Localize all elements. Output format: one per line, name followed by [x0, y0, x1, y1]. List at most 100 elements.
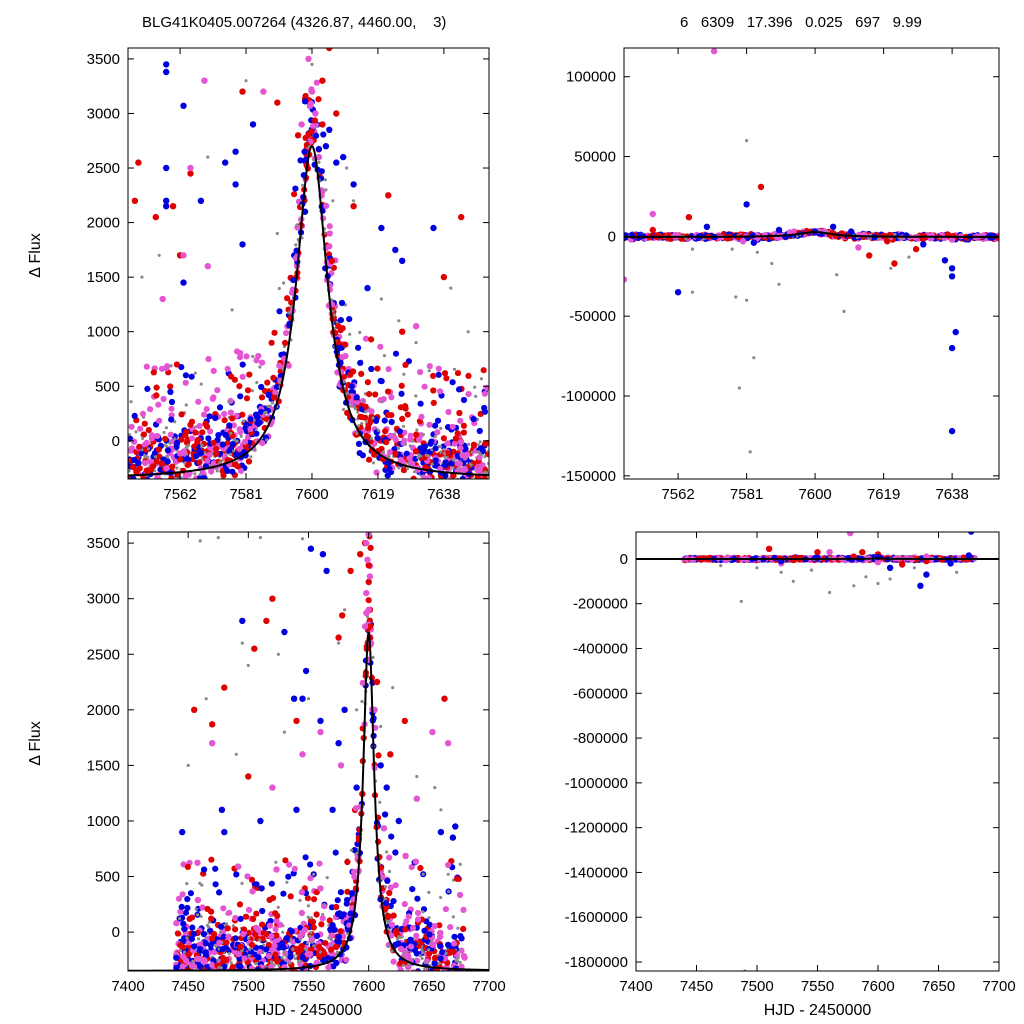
- scatter-point: [262, 411, 266, 415]
- scatter-point: [328, 972, 334, 978]
- scatter-point: [307, 875, 314, 882]
- data-point-gray: [888, 577, 892, 581]
- scatter-point: [263, 946, 270, 953]
- scatter-point: [430, 971, 433, 974]
- scatter-point: [363, 432, 370, 440]
- scatter-point: [457, 891, 464, 899]
- scatter-point: [167, 388, 174, 396]
- data-point-red: [251, 645, 258, 652]
- scatter-point: [182, 950, 187, 954]
- scatter-point: [384, 877, 391, 885]
- data-point-pink: [366, 573, 374, 580]
- scatter-point: [198, 881, 202, 885]
- scatter-point: [222, 944, 229, 951]
- scatter-point: [406, 455, 413, 462]
- scatter-point: [157, 466, 164, 473]
- scatter-point: [177, 456, 184, 463]
- scatter-point: [130, 463, 137, 471]
- data-point-blue: [239, 617, 246, 625]
- scatter-point: [178, 411, 185, 418]
- scatter-point: [283, 935, 290, 942]
- scatter-point: [409, 460, 416, 467]
- scatter-point: [306, 915, 310, 919]
- scatter-point: [437, 388, 444, 395]
- data-point-blue: [848, 228, 855, 235]
- scatter-point: [437, 929, 444, 937]
- data-point-blue: [281, 628, 288, 636]
- scatter-point: [313, 79, 320, 86]
- scatter-point: [273, 932, 280, 939]
- scatter-point: [403, 918, 410, 925]
- scatter-point: [144, 479, 150, 485]
- scatter-point: [322, 940, 329, 947]
- y-tick-label: -50000: [569, 308, 616, 325]
- scatter-point: [203, 406, 210, 413]
- scatter-point: [147, 458, 154, 465]
- scatter-point: [271, 394, 278, 401]
- scatter-point: [353, 407, 358, 411]
- scatter-point: [362, 335, 370, 342]
- scatter-point: [246, 936, 250, 940]
- y-tick-label: 2000: [87, 702, 120, 719]
- data-point-gray: [331, 199, 335, 203]
- scatter-point: [261, 950, 265, 955]
- scatter-point: [411, 439, 415, 443]
- scatter-point: [208, 915, 215, 922]
- scatter-point: [226, 909, 233, 916]
- scatter-point: [258, 365, 262, 369]
- scatter-point: [409, 924, 417, 932]
- x-tick-label: 7450: [171, 978, 204, 995]
- scatter-point: [427, 916, 431, 920]
- scatter-point: [371, 461, 375, 465]
- scatter-point: [207, 927, 214, 934]
- scatter-point: [287, 953, 294, 960]
- scatter-point: [313, 932, 321, 940]
- data-point-blue: [948, 427, 956, 435]
- scatter-point: [410, 969, 417, 971]
- scatter-point: [143, 453, 147, 457]
- scatter-point: [458, 935, 465, 942]
- scatter-point: [232, 970, 236, 971]
- scatter-point: [315, 96, 322, 103]
- scatter-point: [421, 910, 425, 914]
- scatter-point: [158, 460, 165, 467]
- data-point-gray: [140, 275, 144, 279]
- scatter-point: [156, 417, 163, 424]
- data-point-blue: [163, 203, 170, 210]
- data-point-gray: [258, 536, 262, 540]
- scatter-point: [459, 452, 466, 459]
- data-point-gray: [352, 199, 356, 203]
- scatter-point: [355, 440, 363, 447]
- data-point-blue: [340, 153, 347, 161]
- scatter-point: [192, 429, 199, 436]
- scatter-point: [298, 909, 305, 917]
- scatter-point: [462, 979, 465, 982]
- scatter-point: [385, 388, 392, 395]
- data-point-gray: [244, 79, 248, 83]
- scatter-point: [265, 952, 273, 960]
- plot-area: [128, 48, 489, 488]
- scatter-point: [194, 955, 201, 963]
- scatter-point: [137, 482, 143, 488]
- data-point-red: [357, 551, 364, 558]
- x-tick-label: 7600: [295, 486, 328, 503]
- scatter-point: [456, 926, 460, 930]
- x-tick-label: 7638: [935, 486, 968, 503]
- scatter-point: [308, 128, 315, 135]
- scatter-point: [183, 461, 187, 465]
- y-tick-label: 500: [95, 869, 120, 886]
- scatter-point: [297, 157, 304, 164]
- scatter-point: [272, 910, 279, 917]
- data-point-pink: [363, 539, 370, 547]
- scatter-point: [395, 940, 402, 947]
- panel-bottom-left: 7400 7450 7500 7550 7600 7650 7700050010001500…: [27, 531, 506, 1019]
- data-point-gray: [234, 752, 238, 756]
- scatter-point: [893, 232, 897, 237]
- data-point-blue: [239, 241, 246, 248]
- scatter-point: [210, 394, 217, 401]
- data-point-blue: [449, 834, 457, 841]
- data-point-blue: [674, 289, 682, 296]
- data-point-gray: [770, 261, 774, 266]
- scatter-point: [336, 938, 343, 946]
- scatter-point: [421, 872, 425, 876]
